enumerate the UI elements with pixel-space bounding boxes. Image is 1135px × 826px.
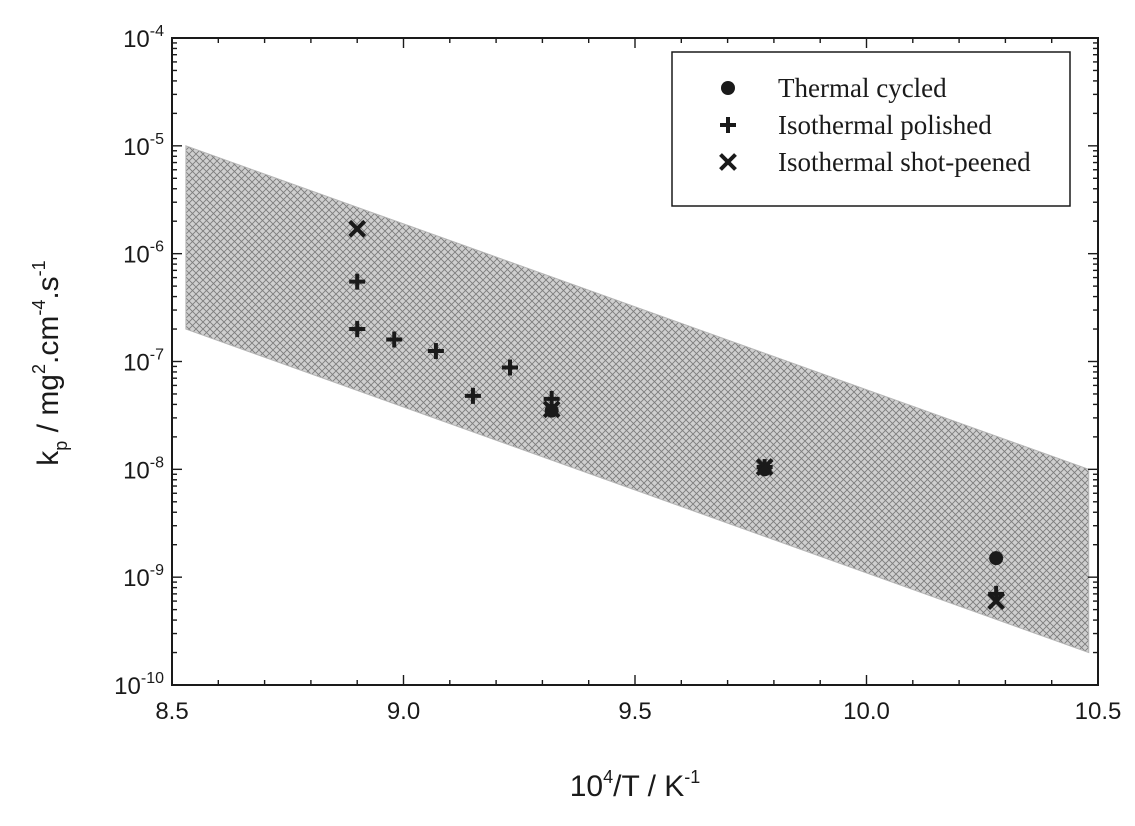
cross-point-b <box>542 400 561 419</box>
hatched-band <box>185 145 1090 654</box>
legend-circle-icon <box>721 81 735 95</box>
legend-label: Isothermal polished <box>778 110 992 140</box>
y-tick-label: 10-4 <box>123 23 164 53</box>
x-tick-label: 8.5 <box>155 698 188 725</box>
cross-point <box>348 219 367 238</box>
plus-point <box>349 321 366 338</box>
cross-point <box>755 458 774 476</box>
cross-point-b <box>987 592 1006 611</box>
y-tick-label: 10-5 <box>123 131 164 161</box>
y-tick-label: 10-10 <box>114 670 164 700</box>
legend-cross-icon-b <box>719 153 737 171</box>
data-markers-layer <box>348 219 1006 611</box>
y-tick-label: 10-8 <box>123 454 164 484</box>
y-tick-label: 10-7 <box>123 347 164 377</box>
tick-labels-layer: 8.5 9.0 9.5 10.0 10.5 10-4 10-5 10-6 10-7 10-8 10-… <box>114 23 1121 725</box>
legend: Thermal cycled Isothermal polished Isother… <box>671 51 1071 207</box>
circle-point <box>989 551 1004 566</box>
y-tick-label: 10-6 <box>123 239 164 269</box>
plus-point <box>464 387 481 404</box>
plus-point <box>349 273 366 290</box>
plus-point <box>543 390 560 407</box>
plot-area-frame <box>171 37 1099 686</box>
x-tick-label: 9.0 <box>387 698 420 725</box>
cross-point <box>542 400 561 419</box>
cross-point <box>987 592 1006 611</box>
x-axis-label: 104/T / K-1 <box>570 767 701 803</box>
x-tick-label: 10.5 <box>1075 698 1122 725</box>
plus-point <box>386 331 403 348</box>
x-tick-label: 9.5 <box>618 698 651 725</box>
x-tick-label: 10.0 <box>843 698 890 725</box>
legend-plus-icon <box>720 117 736 133</box>
legend-cross-icon <box>719 153 737 171</box>
confidence-band-layer <box>185 145 1090 654</box>
legend-box <box>671 51 1071 207</box>
legend-label: Isothermal shot-peened <box>778 147 1031 177</box>
plus-point <box>501 359 518 376</box>
legend-label: Thermal cycled <box>778 73 947 103</box>
y-axis-label: kp / mg2.cm-4.s-1 <box>29 260 71 465</box>
cross-point-b <box>755 458 774 476</box>
plus-point <box>427 343 444 360</box>
y-tick-label: 10-9 <box>123 562 164 592</box>
cross-point-b <box>348 219 367 238</box>
